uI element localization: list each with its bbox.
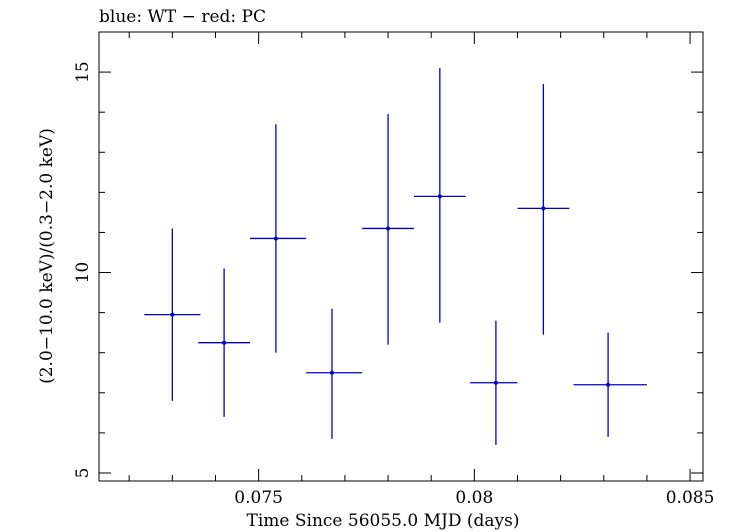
data-marker [273, 236, 278, 241]
plot-frame [98, 31, 704, 482]
x-tick-label: 0.08 [455, 488, 493, 508]
y-axis-label: (2.0−10.0 keV)/(0.3−2.0 keV) [37, 128, 57, 384]
data-marker [541, 206, 546, 211]
chart-title: blue: WT − red: PC [99, 7, 266, 27]
data-marker [329, 370, 334, 375]
data-marker [606, 382, 611, 387]
data-point [362, 114, 414, 345]
y-tick-label: 5 [73, 468, 93, 479]
data-marker [386, 226, 391, 231]
data-point [573, 332, 647, 437]
axis-tick-labels: 0.075 0.08 0.085 5 10 15 [73, 61, 714, 508]
axis-ticks [99, 32, 703, 481]
x-tick-label: 0.075 [234, 488, 283, 508]
data-point [250, 124, 307, 353]
data-series [144, 68, 647, 445]
data-marker [170, 312, 175, 317]
data-marker [437, 194, 442, 199]
data-point [517, 84, 570, 335]
data-point [470, 320, 518, 445]
y-tick-label: 15 [73, 61, 93, 83]
x-axis-label: Time Since 56055.0 MJD (days) [247, 511, 520, 531]
data-point [306, 308, 363, 439]
y-tick-label: 10 [73, 262, 93, 284]
x-tick-label: 0.085 [666, 488, 715, 508]
data-point [198, 268, 250, 417]
data-point [144, 228, 201, 401]
data-marker [493, 380, 498, 385]
data-marker [222, 340, 227, 345]
data-point [413, 68, 466, 323]
